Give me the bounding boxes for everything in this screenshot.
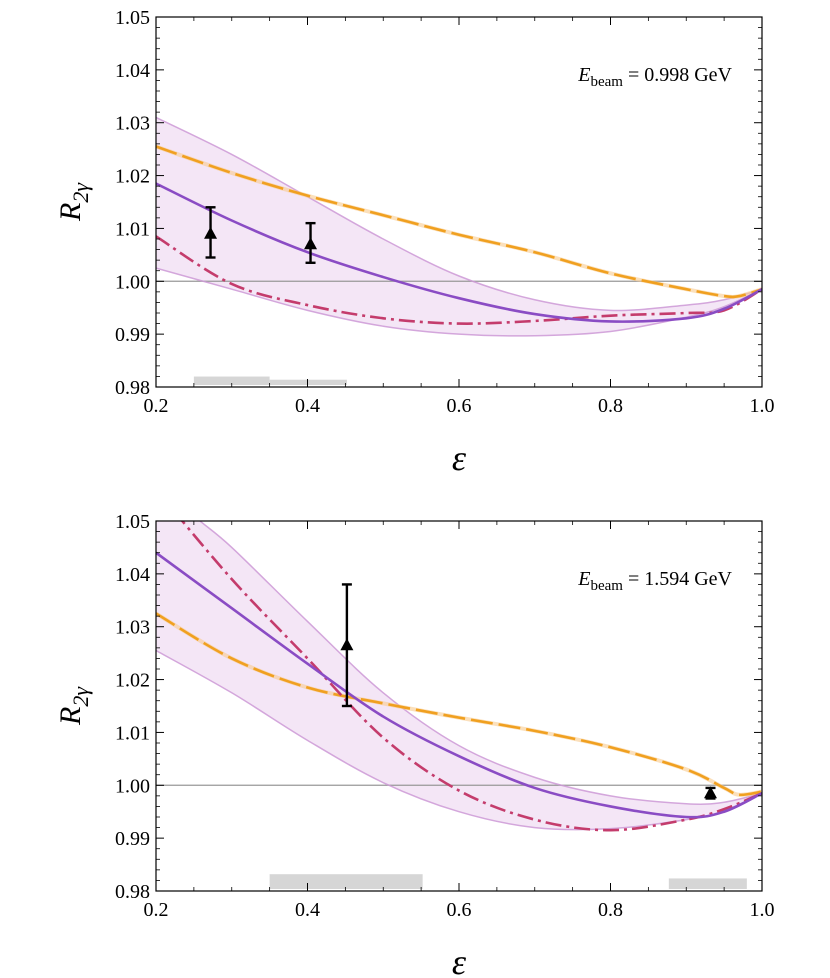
series-band-upper (198, 521, 762, 805)
series-band-upper (156, 116, 762, 312)
annotation-subscript: beam (590, 74, 623, 90)
series-long-dash (156, 145, 762, 299)
y-axis-label-main: R (54, 707, 87, 726)
annotation-value: = 1.594 GeV (623, 568, 733, 590)
x-tick-label: 1.0 (750, 899, 775, 921)
series-solid (156, 182, 762, 323)
y-axis-label: R2γ (54, 182, 93, 222)
x-tick-label: 0.2 (144, 395, 169, 417)
axes: 0.2 0.4 0.6 0.8 1.0 0.98 0.99 1.00 1.01 1.02 1.03 1… (115, 511, 775, 921)
x-tick-label: 0.4 (295, 395, 320, 417)
x-tick-label: 0.8 (598, 395, 623, 417)
y-tick-label: 1.01 (115, 218, 150, 240)
y-axis-label-sub: 2γ (68, 686, 93, 707)
y-tick-label: 1.03 (115, 113, 150, 135)
x-tick-label: 0.6 (447, 899, 472, 921)
systematic-bar-1 (668, 878, 747, 889)
systematic-bar-1 (269, 379, 347, 385)
x-tick-label: 0.4 (295, 899, 320, 921)
data-point-1 (703, 786, 717, 800)
data-point-1 (304, 221, 318, 264)
triangle-marker (703, 786, 717, 799)
y-tick-label: 0.98 (115, 377, 150, 399)
beam-energy-annotation: Ebeam = 1.594 GeV (577, 568, 732, 594)
axes: 0.2 0.4 0.6 0.8 1.0 0.98 0.99 1.00 1.01 1.02 1.03 1… (115, 7, 775, 417)
systematic-bar-0 (269, 874, 423, 889)
triangle-marker (304, 237, 318, 250)
x-axis-label: ε (452, 438, 467, 478)
y-tick-label: 0.99 (115, 828, 150, 850)
annotation-prefix: E (577, 568, 590, 590)
x-tick-label: 1.0 (750, 395, 775, 417)
x-axis-label: ε (452, 942, 467, 978)
annotation-prefix: E (577, 64, 590, 86)
y-tick-label: 1.04 (115, 60, 150, 82)
x-tick-label: 0.2 (144, 899, 169, 921)
series-solid (156, 551, 762, 819)
plot-area (156, 521, 762, 889)
y-tick-label: 0.98 (115, 881, 150, 903)
y-tick-label: 1.02 (115, 670, 150, 692)
series-long-dash (156, 612, 762, 797)
plot-area (156, 116, 762, 385)
y-tick-label: 1.00 (115, 271, 150, 293)
y-tick-label: 1.05 (115, 511, 150, 533)
data-point-0 (204, 206, 218, 259)
panel-bottom: 0.2 0.4 0.6 0.8 1.0 0.98 0.99 1.00 1.01 1.02 1.03 1… (54, 511, 775, 978)
data-point-0 (340, 583, 354, 708)
series-dash-dot (156, 235, 762, 325)
y-axis-label: R2γ (54, 686, 93, 726)
y-tick-label: 0.99 (115, 324, 150, 346)
panel-top: 0.2 0.4 0.6 0.8 1.0 0.98 0.99 1.00 1.01 1.02 1.03 1… (54, 7, 775, 478)
y-tick-label: 1.01 (115, 722, 150, 744)
annotation-subscript: beam (590, 578, 623, 594)
triangle-marker (340, 638, 354, 651)
beam-energy-annotation: Ebeam = 0.998 GeV (577, 64, 732, 90)
y-axis-label-main: R (54, 203, 87, 222)
y-axis-label-sub: 2γ (68, 182, 93, 203)
annotation-value: = 0.998 GeV (623, 64, 733, 86)
y-tick-label: 1.04 (115, 564, 150, 586)
y-tick-label: 1.03 (115, 617, 150, 639)
triangle-marker (204, 226, 218, 239)
x-tick-label: 0.6 (447, 395, 472, 417)
y-tick-label: 1.02 (115, 166, 150, 188)
uncertainty-band-fill (156, 521, 762, 830)
y-tick-label: 1.00 (115, 775, 150, 797)
x-tick-label: 0.8 (598, 899, 623, 921)
y-tick-label: 1.05 (115, 7, 150, 29)
systematic-bar-0 (193, 376, 270, 385)
